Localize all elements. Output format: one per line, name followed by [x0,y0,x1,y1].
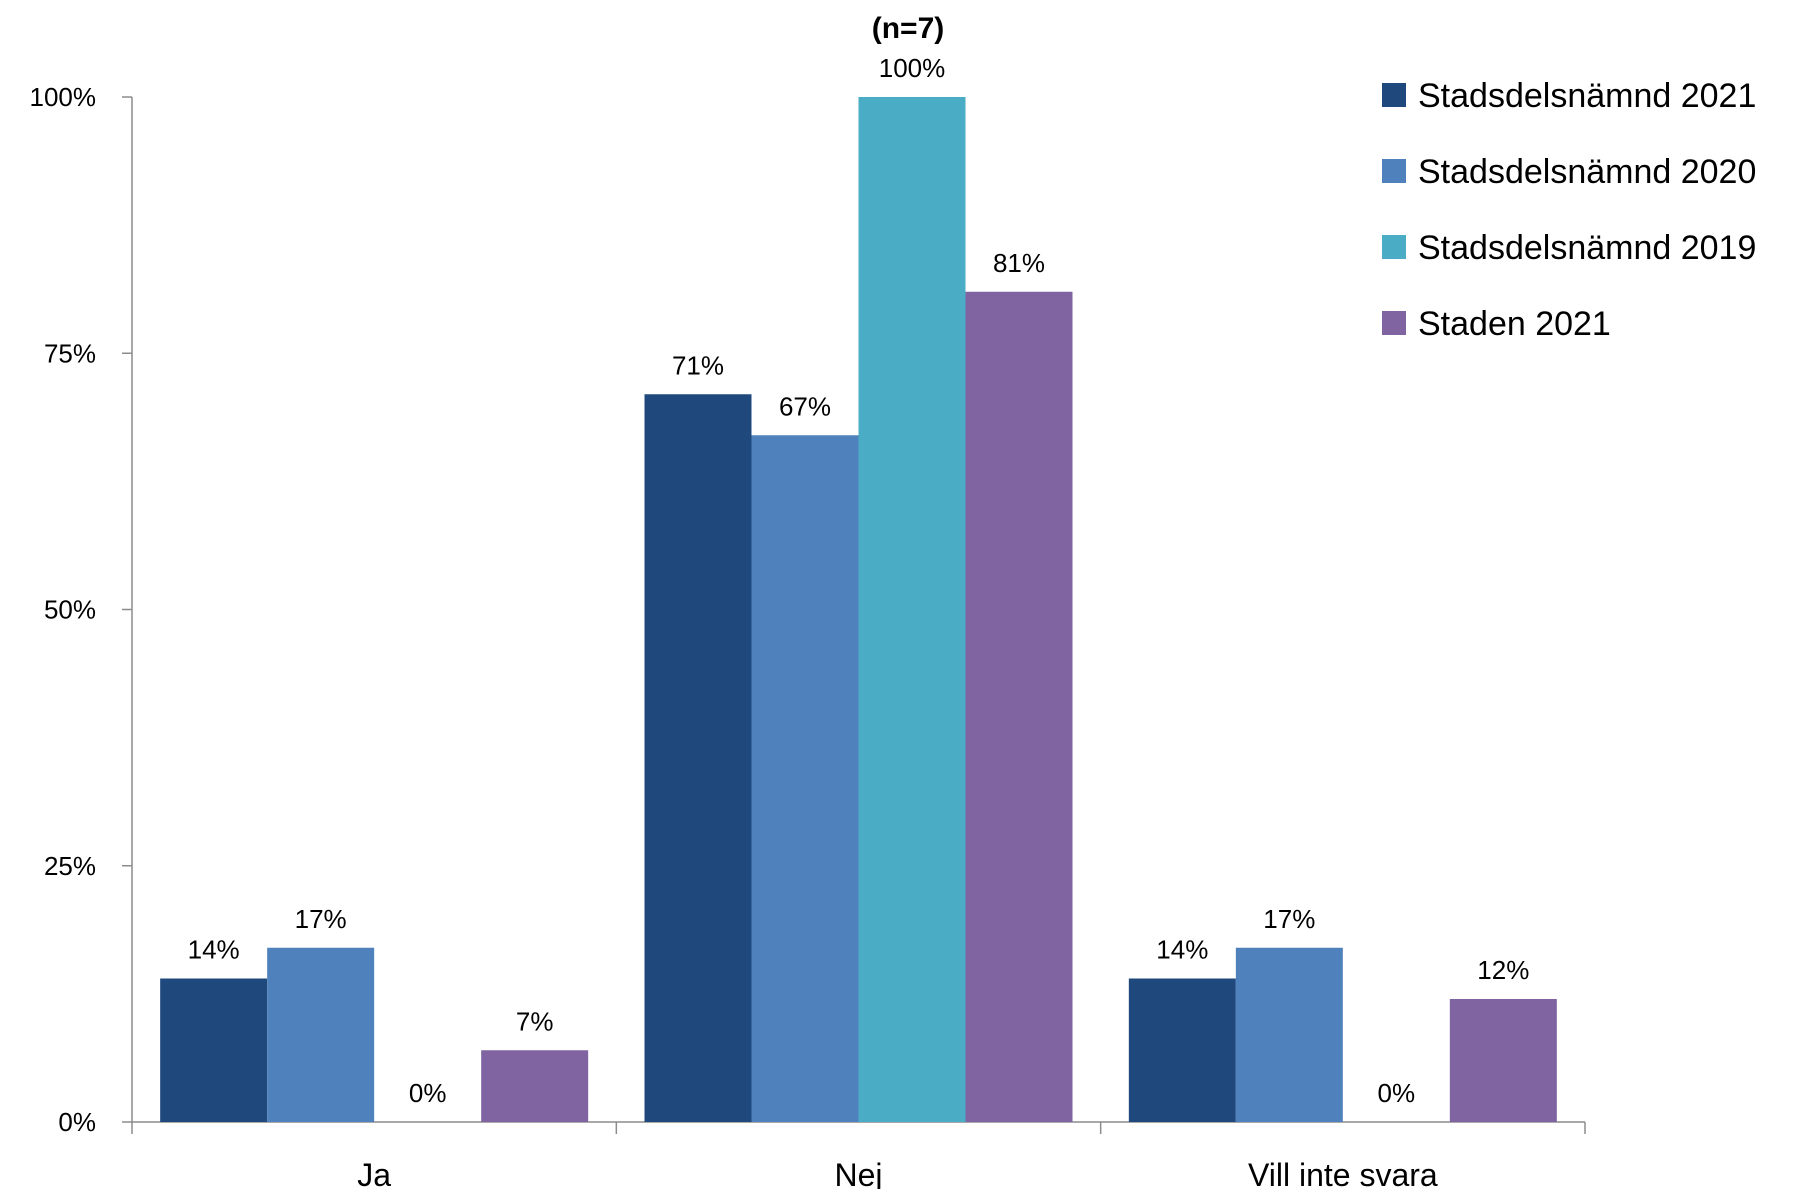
x-axis: Ja Nej Vill inte svara [132,1122,1585,1189]
y-tick-label: 25% [44,851,96,881]
y-tick-label: 0% [58,1107,96,1137]
bar [966,292,1073,1122]
data-label: 7% [516,1006,554,1036]
bar [1450,999,1557,1122]
y-tick-label: 75% [44,338,96,368]
data-label: 14% [1156,935,1208,965]
data-label: 17% [1263,904,1315,934]
bar [859,97,966,1122]
data-label: 0% [409,1078,447,1108]
data-label: 71% [672,350,724,380]
bar [645,394,752,1122]
bar [267,948,374,1122]
chart-title: (n=7) [872,12,945,45]
x-category-label: Ja [357,1157,391,1189]
x-category-label: Vill inte svara [1248,1157,1438,1189]
y-axis: 0% 25% 50% 75% 100% [30,82,133,1137]
bars [160,97,1557,1122]
bar [481,1050,588,1122]
x-category-label: Nej [834,1157,882,1189]
data-label: 0% [1378,1078,1416,1108]
legend-swatch [1382,235,1406,259]
legend-swatch [1382,83,1406,107]
data-label: 100% [879,53,946,83]
legend-label: Staden 2021 [1418,305,1611,343]
data-label: 67% [779,391,831,421]
y-tick-label: 100% [30,82,97,112]
data-label: 17% [295,904,347,934]
legend-label: Stadsdelsnämnd 2021 [1418,77,1756,115]
legend-swatch [1382,311,1406,335]
legend-label: Stadsdelsnämnd 2019 [1418,229,1756,267]
bar [160,979,267,1123]
legend-label: Stadsdelsnämnd 2020 [1418,153,1756,191]
bar [1129,979,1236,1123]
legend-swatch [1382,159,1406,183]
data-label: 12% [1477,955,1529,985]
bar [752,435,859,1122]
data-label: 81% [993,248,1045,278]
legend: Stadsdelsnämnd 2021 Stadsdelsnämnd 2020 St… [1382,77,1756,343]
data-label: 14% [188,935,240,965]
bar [1236,948,1343,1122]
y-tick-label: 50% [44,595,96,625]
